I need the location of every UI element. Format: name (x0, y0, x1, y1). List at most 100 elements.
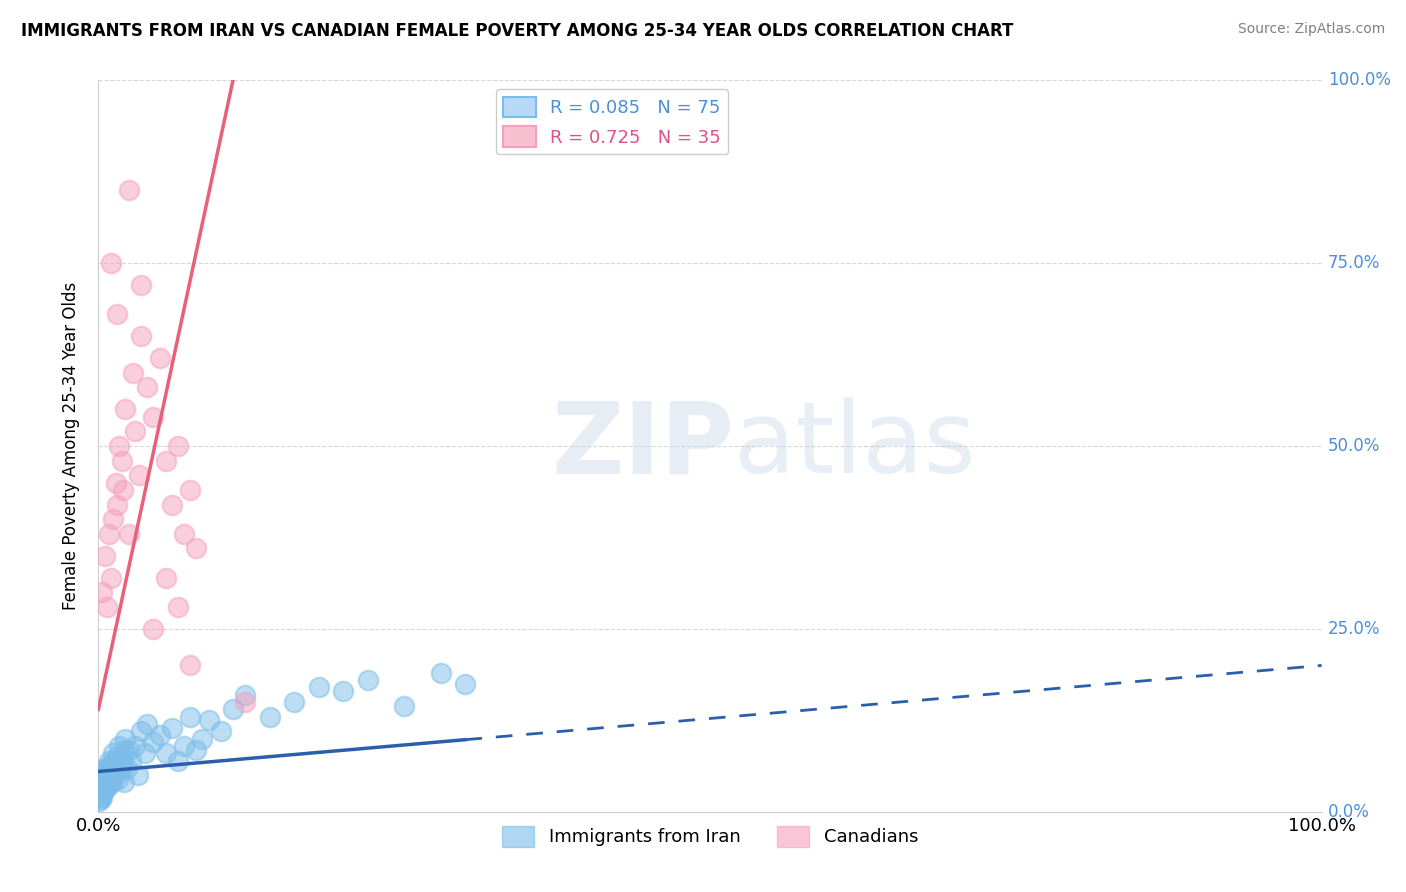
Point (160, 721, 183, 735)
Point (149, 728, 172, 742)
Point (356, 673, 378, 687)
Point (91, 782, 114, 797)
Point (127, 768, 149, 782)
Point (142, 622, 165, 636)
Point (98, 754, 121, 768)
Text: IMMIGRANTS FROM IRAN VS CANADIAN FEMALE POVERTY AMONG 25-34 YEAR OLDS CORRELATIO: IMMIGRANTS FROM IRAN VS CANADIAN FEMALE … (21, 22, 1014, 40)
Point (89, 790, 111, 805)
Point (104, 475, 127, 490)
Point (186, 742, 208, 756)
Point (111, 453, 134, 467)
Point (118, 183, 141, 197)
Point (167, 754, 190, 768)
Point (89, 787, 111, 801)
Point (104, 761, 127, 775)
Point (115, 761, 138, 775)
Point (129, 329, 152, 343)
Point (96, 599, 118, 614)
Point (93, 549, 115, 563)
Point (108, 439, 131, 453)
Point (392, 698, 416, 713)
Point (129, 724, 152, 739)
Point (103, 768, 125, 782)
Point (332, 684, 354, 698)
Point (136, 380, 159, 394)
Point (136, 717, 159, 731)
Point (118, 742, 141, 756)
Point (105, 307, 128, 321)
Point (105, 498, 128, 512)
Point (90, 775, 112, 789)
Point (91, 782, 114, 797)
Point (97, 764, 120, 779)
Point (233, 688, 256, 702)
Point (209, 724, 232, 739)
Point (97, 770, 120, 784)
Point (283, 695, 305, 709)
Point (197, 714, 219, 728)
Point (259, 709, 281, 723)
Text: ZIP: ZIP (551, 398, 734, 494)
Point (118, 526, 141, 541)
Point (308, 681, 330, 695)
Text: 75.0%: 75.0% (1327, 254, 1381, 272)
Point (160, 498, 183, 512)
Point (155, 571, 177, 585)
Y-axis label: Female Poverty Among 25-34 Year Olds: Female Poverty Among 25-34 Year Olds (62, 282, 80, 610)
Point (186, 541, 208, 556)
Point (111, 483, 134, 497)
Point (110, 764, 132, 779)
Point (94, 775, 117, 789)
Point (105, 762, 128, 776)
Point (91, 768, 114, 782)
Point (233, 695, 256, 709)
Point (430, 665, 453, 680)
Point (121, 366, 143, 380)
Text: Source: ZipAtlas.com: Source: ZipAtlas.com (1237, 22, 1385, 37)
Point (98, 777, 121, 791)
Point (101, 775, 124, 789)
Point (96, 779, 118, 793)
Point (107, 772, 129, 786)
Point (93, 784, 115, 798)
Point (101, 746, 124, 760)
Point (105, 749, 128, 764)
Point (124, 425, 146, 439)
Point (142, 409, 165, 424)
Legend: Immigrants from Iran, Canadians: Immigrants from Iran, Canadians (495, 819, 925, 854)
Point (173, 739, 195, 753)
Point (100, 256, 122, 270)
Point (114, 402, 136, 417)
Point (155, 453, 177, 467)
Point (111, 757, 134, 772)
Point (173, 526, 195, 541)
Point (89, 779, 111, 793)
Point (167, 439, 190, 453)
Point (179, 709, 201, 723)
Point (96, 781, 118, 796)
Point (167, 599, 190, 614)
Point (191, 731, 214, 746)
Point (87, 794, 110, 808)
Point (93, 761, 115, 775)
Point (107, 752, 129, 766)
Point (91, 790, 114, 805)
Point (114, 731, 136, 746)
Point (90, 791, 112, 805)
Point (89, 782, 111, 797)
Point (90, 779, 112, 793)
Point (97, 761, 120, 775)
Text: atlas: atlas (734, 398, 976, 494)
Point (101, 512, 124, 526)
Point (91, 764, 114, 779)
Point (128, 468, 150, 483)
Point (222, 702, 245, 716)
Text: 0.0%: 0.0% (1327, 803, 1369, 821)
Point (179, 658, 201, 673)
Point (155, 746, 177, 760)
Point (90, 772, 112, 786)
Point (94, 772, 117, 786)
Point (454, 676, 477, 690)
Point (108, 739, 131, 753)
Point (120, 754, 142, 768)
